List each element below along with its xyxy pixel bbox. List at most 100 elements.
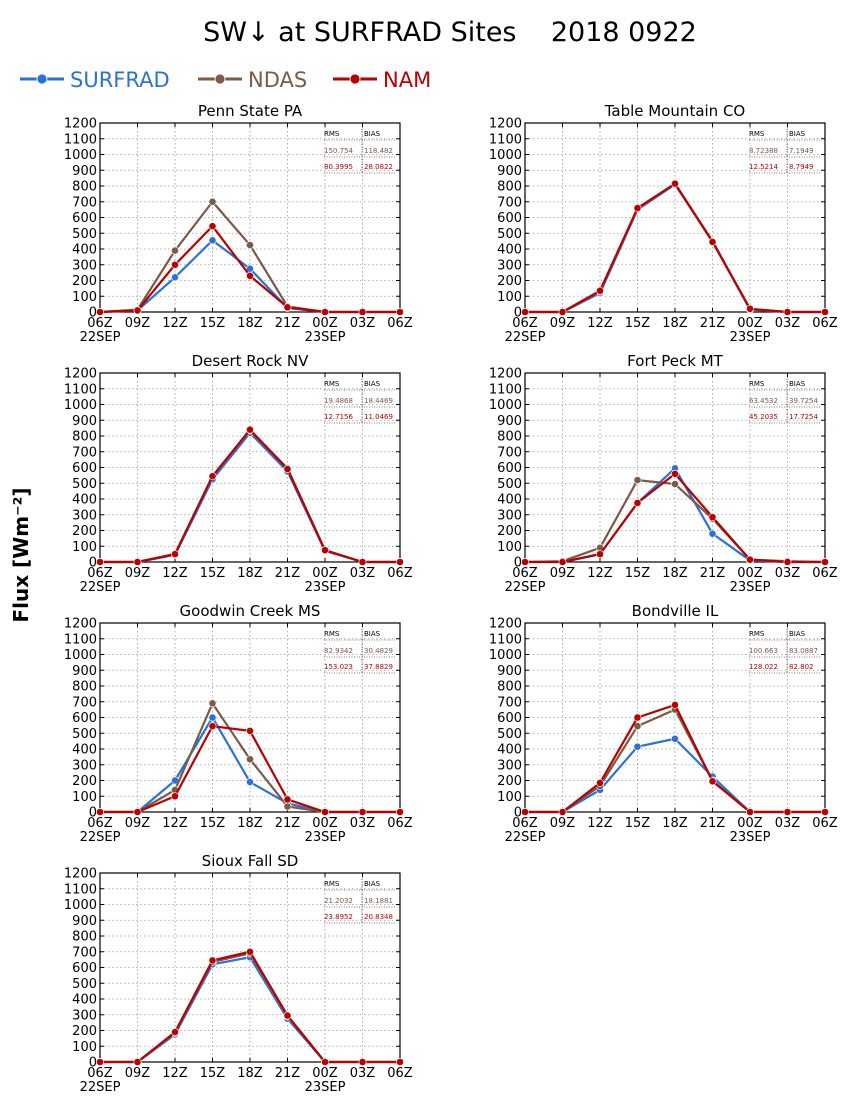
x-tick-label: 00Z xyxy=(312,316,338,331)
data-point-ndas xyxy=(671,480,679,488)
data-point-ndas xyxy=(171,246,179,255)
stats-ndas-rms: 82.9342 xyxy=(324,647,353,655)
y-tick-label: 1000 xyxy=(64,898,97,913)
y-tick-label: 1100 xyxy=(489,132,522,147)
plot-frame xyxy=(99,622,401,813)
y-tick-label: 1000 xyxy=(489,648,522,663)
plot-frame xyxy=(99,372,401,563)
data-point-nam xyxy=(283,1011,292,1020)
stats-nam-bias: 37.8829 xyxy=(364,663,393,671)
x-tick-label: 18Z xyxy=(662,816,688,831)
y-tick-label: 1200 xyxy=(64,117,97,132)
y-tick-label: 0 xyxy=(514,806,522,821)
stats-ndas-bias: 83.0887 xyxy=(789,647,818,655)
data-point-ndas xyxy=(246,241,254,249)
data-point-nam xyxy=(521,308,529,316)
stats-bias-header: BIAS xyxy=(364,880,381,888)
stats-nam-rms: 23.8952 xyxy=(324,913,353,921)
data-point-surfrad xyxy=(708,529,717,538)
stats-ndas-rms: 100.663 xyxy=(749,647,778,655)
y-tick-label: 800 xyxy=(72,180,97,195)
stats-ndas-rms: 150.754 xyxy=(324,147,353,155)
data-point-nam xyxy=(746,808,754,816)
panel-title: Fort Peck MT xyxy=(627,352,723,370)
data-point-surfrad xyxy=(633,742,642,751)
x-tick-label: 15Z xyxy=(625,316,651,331)
data-point-nam xyxy=(396,558,404,566)
data-point-nam xyxy=(558,558,567,566)
y-tick-label: 1200 xyxy=(489,367,522,382)
y-tick-label: 100 xyxy=(72,290,97,305)
x-tick-label: 18Z xyxy=(237,1066,263,1081)
data-point-nam xyxy=(396,808,404,816)
x-tick-label: 03Z xyxy=(350,316,376,331)
x-tick-label: 06Z xyxy=(512,566,538,581)
data-point-nam xyxy=(358,558,367,566)
x-tick-label: 21Z xyxy=(275,316,301,331)
y-tick-label: 300 xyxy=(72,1008,97,1023)
stats-ndas-bias: 118.482 xyxy=(364,147,393,155)
data-point-nam xyxy=(133,306,142,315)
chart-panel: 0100200300400500600700800900100011001200… xyxy=(64,602,413,845)
data-point-nam xyxy=(283,465,292,473)
y-tick-label: 1200 xyxy=(64,617,97,632)
stats-nam-bias: 17.7254 xyxy=(789,413,818,421)
y-tick-label: 700 xyxy=(72,195,97,210)
x-tick-label: 06Z xyxy=(387,1066,413,1081)
x-tick-label: 21Z xyxy=(275,566,301,581)
y-tick-label: 700 xyxy=(72,945,97,960)
y-tick-label: 300 xyxy=(497,508,522,523)
data-point-nam xyxy=(208,222,217,231)
data-point-nam xyxy=(596,778,604,787)
stats-nam-rms: 153.023 xyxy=(324,663,353,671)
data-point-nam xyxy=(358,1058,367,1066)
x-tick-label: 21Z xyxy=(700,566,726,581)
data-point-nam xyxy=(821,558,829,566)
stats-bias-header: BIAS xyxy=(364,130,381,138)
x-date-label: 23SEP xyxy=(730,830,771,845)
y-tick-label: 400 xyxy=(72,243,97,258)
y-tick-label: 800 xyxy=(72,430,97,445)
chart-panel: 0100200300400500600700800900100011001200… xyxy=(64,352,413,595)
panel-title: Table Mountain CO xyxy=(604,102,746,120)
plot-frame xyxy=(99,122,401,313)
x-tick-label: 06Z xyxy=(812,566,838,581)
data-point-nam xyxy=(133,808,142,816)
y-tick-label: 800 xyxy=(497,680,522,695)
data-point-nam xyxy=(783,558,792,566)
stats-nam-bias: 11.0469 xyxy=(364,413,393,421)
x-tick-label: 03Z xyxy=(350,1066,376,1081)
y-tick-label: 800 xyxy=(497,180,522,195)
data-point-nam xyxy=(171,792,179,801)
stats-ndas-bias: 7.1949 xyxy=(789,147,814,155)
data-point-nam xyxy=(396,1058,404,1066)
stats-ndas-rms: 19.4868 xyxy=(324,397,353,405)
chart-panel: 0100200300400500600700800900100011001200… xyxy=(64,102,413,345)
panel-title: Desert Rock NV xyxy=(192,352,309,370)
y-tick-label: 1000 xyxy=(64,148,97,163)
x-tick-label: 21Z xyxy=(700,316,726,331)
data-point-ndas xyxy=(633,722,642,731)
x-date-label: 22SEP xyxy=(505,330,546,345)
y-tick-label: 800 xyxy=(497,430,522,445)
figure-title: SW↓ at SURFRAD Sites 2018 0922 xyxy=(203,17,697,48)
y-tick-label: 800 xyxy=(72,680,97,695)
x-tick-label: 03Z xyxy=(775,566,801,581)
x-tick-label: 18Z xyxy=(662,316,688,331)
x-tick-label: 15Z xyxy=(200,816,226,831)
y-tick-label: 300 xyxy=(72,758,97,773)
x-tick-label: 21Z xyxy=(275,1066,301,1081)
data-point-surfrad xyxy=(171,273,179,282)
y-tick-label: 100 xyxy=(497,290,522,305)
stats-ndas-rms: 63.4532 xyxy=(749,397,778,405)
y-tick-label: 900 xyxy=(72,164,97,179)
stats-nam-bias: 28.0822 xyxy=(364,163,393,171)
data-point-nam xyxy=(521,558,529,566)
x-tick-label: 12Z xyxy=(587,816,613,831)
data-point-nam xyxy=(246,726,254,735)
stats-rms-header: RMS xyxy=(324,130,340,138)
data-point-nam xyxy=(321,808,329,816)
y-tick-label: 600 xyxy=(497,461,522,476)
legend-label-ndas: NDAS xyxy=(248,68,307,92)
x-tick-label: 12Z xyxy=(587,566,613,581)
